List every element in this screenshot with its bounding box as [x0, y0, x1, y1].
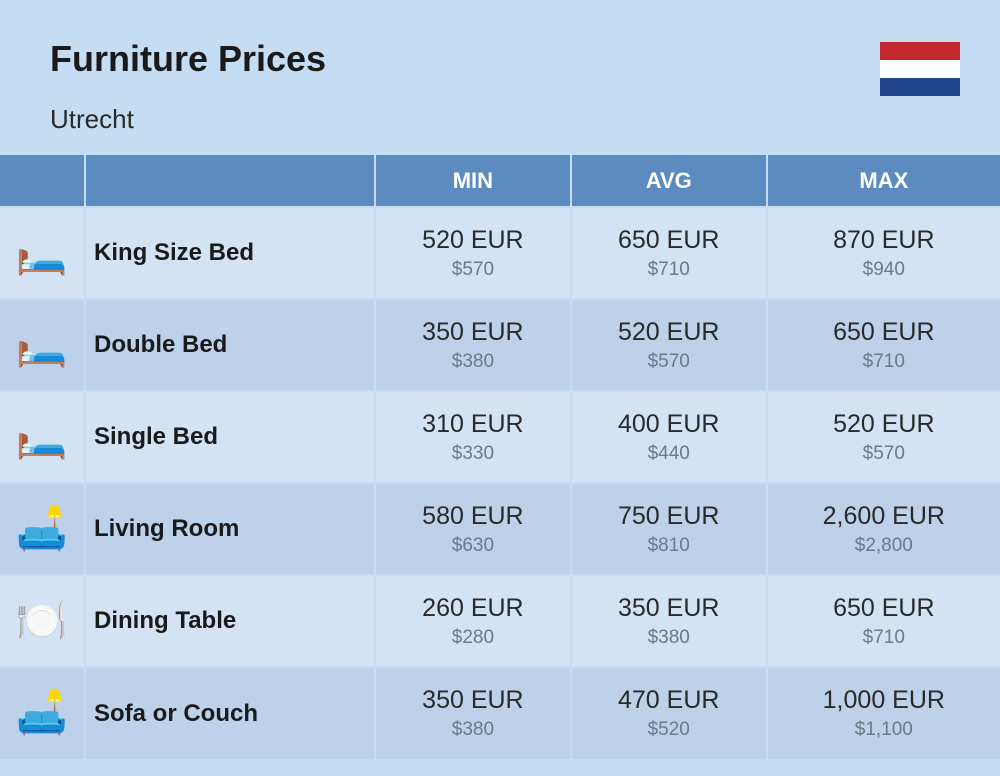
min-usd: $380 [376, 351, 570, 373]
max-eur: 520 EUR [768, 410, 1000, 439]
min-cell: 310 EUR $330 [375, 391, 571, 483]
table-row: 🍽️Dining Table260 EUR $280350 EUR $380650 … [0, 575, 1000, 667]
min-eur: 520 EUR [376, 226, 570, 255]
max-usd: $570 [768, 443, 1000, 465]
item-name: Double Bed [86, 331, 374, 359]
th-avg: AVG [571, 155, 767, 207]
avg-usd: $380 [572, 627, 766, 649]
item-icon: 🛋️ [0, 667, 85, 759]
avg-usd: $520 [572, 719, 766, 741]
min-usd: $280 [376, 627, 570, 649]
item-name-cell: King Size Bed [85, 207, 375, 299]
avg-eur: 350 EUR [572, 594, 766, 623]
avg-cell: 400 EUR $440 [571, 391, 767, 483]
avg-eur: 470 EUR [572, 686, 766, 715]
max-eur: 650 EUR [768, 594, 1000, 623]
item-icon: 🛏️ [0, 299, 85, 391]
max-cell: 870 EUR $940 [767, 207, 1000, 299]
item-icon: 🛋️ [0, 483, 85, 575]
item-name-cell: Dining Table [85, 575, 375, 667]
item-name: King Size Bed [86, 239, 374, 267]
flag-stripe-bot [880, 78, 960, 96]
flag-stripe-top [880, 42, 960, 60]
min-usd: $570 [376, 259, 570, 281]
flag-icon [880, 42, 960, 96]
min-eur: 310 EUR [376, 410, 570, 439]
table-header-row: MIN AVG MAX [0, 155, 1000, 207]
table-row: 🛏️Double Bed350 EUR $380520 EUR $570650 EU… [0, 299, 1000, 391]
avg-eur: 650 EUR [572, 226, 766, 255]
avg-cell: 350 EUR $380 [571, 575, 767, 667]
max-cell: 520 EUR $570 [767, 391, 1000, 483]
item-name: Single Bed [86, 423, 374, 451]
item-name: Living Room [86, 515, 374, 543]
max-eur: 2,600 EUR [768, 502, 1000, 531]
min-cell: 520 EUR $570 [375, 207, 571, 299]
item-name: Sofa or Couch [86, 700, 374, 728]
page-header: Furniture Prices Utrecht [0, 0, 1000, 155]
min-eur: 350 EUR [376, 318, 570, 347]
avg-usd: $570 [572, 351, 766, 373]
max-usd: $940 [768, 259, 1000, 281]
min-cell: 260 EUR $280 [375, 575, 571, 667]
avg-cell: 520 EUR $570 [571, 299, 767, 391]
table-row: 🛏️Single Bed310 EUR $330400 EUR $440520 EU… [0, 391, 1000, 483]
max-usd: $1,100 [768, 719, 1000, 741]
item-name-cell: Single Bed [85, 391, 375, 483]
max-eur: 870 EUR [768, 226, 1000, 255]
avg-eur: 750 EUR [572, 502, 766, 531]
min-cell: 350 EUR $380 [375, 667, 571, 759]
avg-usd: $710 [572, 259, 766, 281]
table-row: 🛋️Sofa or Couch350 EUR $380470 EUR $5201,0… [0, 667, 1000, 759]
price-table: MIN AVG MAX 🛏️King Size Bed520 EUR$57065… [0, 155, 1000, 759]
avg-usd: $440 [572, 443, 766, 465]
item-name-cell: Living Room [85, 483, 375, 575]
max-cell: 650 EUR $710 [767, 575, 1000, 667]
table-row: 🛋️Living Room580 EUR $630750 EUR $8102,600… [0, 483, 1000, 575]
max-cell: 650 EUR $710 [767, 299, 1000, 391]
min-eur: 260 EUR [376, 594, 570, 623]
flag-stripe-mid [880, 60, 960, 78]
avg-eur: 400 EUR [572, 410, 766, 439]
max-cell: 1,000 EUR $1,100 [767, 667, 1000, 759]
max-eur: 650 EUR [768, 318, 1000, 347]
item-icon: 🛏️ [0, 207, 85, 299]
th-max: MAX [767, 155, 1000, 207]
min-usd: $330 [376, 443, 570, 465]
avg-eur: 520 EUR [572, 318, 766, 347]
max-usd: $2,800 [768, 535, 1000, 557]
th-name [85, 155, 375, 207]
min-usd: $630 [376, 535, 570, 557]
item-name-cell: Double Bed [85, 299, 375, 391]
item-icon: 🛏️ [0, 391, 85, 483]
item-name: Dining Table [86, 607, 374, 635]
min-cell: 350 EUR $380 [375, 299, 571, 391]
page-subtitle: Utrecht [50, 104, 950, 135]
avg-cell: 750 EUR $810 [571, 483, 767, 575]
page-title: Furniture Prices [50, 38, 950, 80]
avg-cell: 650 EUR $710 [571, 207, 767, 299]
item-name-cell: Sofa or Couch [85, 667, 375, 759]
max-cell: 2,600 EUR $2,800 [767, 483, 1000, 575]
min-cell: 580 EUR $630 [375, 483, 571, 575]
min-usd: $380 [376, 719, 570, 741]
max-eur: 1,000 EUR [768, 686, 1000, 715]
min-eur: 350 EUR [376, 686, 570, 715]
max-usd: $710 [768, 627, 1000, 649]
table-row: 🛏️King Size Bed520 EUR $570650 EUR $710870… [0, 207, 1000, 299]
avg-usd: $810 [572, 535, 766, 557]
max-usd: $710 [768, 351, 1000, 373]
item-icon: 🍽️ [0, 575, 85, 667]
min-eur: 580 EUR [376, 502, 570, 531]
avg-cell: 470 EUR $520 [571, 667, 767, 759]
th-min: MIN [375, 155, 571, 207]
th-icon [0, 155, 85, 207]
